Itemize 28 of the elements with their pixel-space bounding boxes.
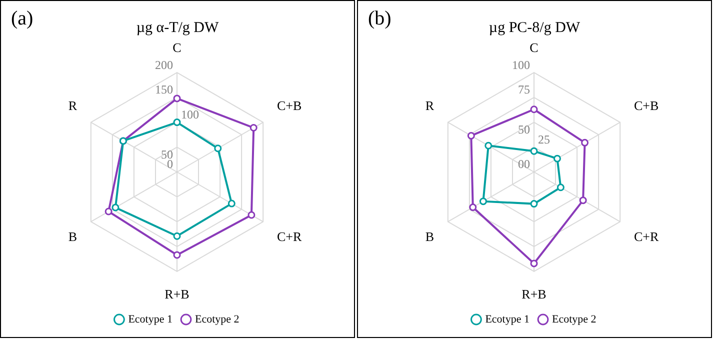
y-tick-label: 200 [155,58,173,72]
text: (b) [368,7,392,30]
spoke-label: B [68,228,78,244]
spoke-label: R [68,98,78,113]
legend-label: Ecotype 2 [552,313,596,326]
spoke-label: C+B [634,98,659,113]
spoke-label: C [172,40,182,56]
spoke-label: C+R [276,228,302,244]
chart-title: µg α-T/g DW [136,20,220,36]
spoke-label: B [425,228,434,244]
spoke-label: R+B [522,286,547,302]
y-tick-label: 25 [538,132,550,146]
spoke-label: C+R [634,228,659,244]
legend-label: Ecotype 1 [485,313,530,326]
legend-label: Ecotype 2 [195,313,240,326]
y-tick-label: 50 [518,122,530,136]
spoke-label: C+B [276,98,302,113]
spoke-label: R+B [164,286,190,302]
y-tick-label: 00 [518,157,530,172]
y-tick-label: 100 [181,107,199,122]
spoke-label: C [530,40,538,56]
y-tick-label: 100 [512,58,530,72]
legend-label: Ecotype 1 [128,313,173,326]
y-tick-label: 75 [518,82,530,97]
y-tick-label: 150 [155,82,173,97]
chart-title: µg PC-8/g DW [488,20,581,36]
spoke-label: R [425,98,434,113]
text: (a) [11,7,34,30]
